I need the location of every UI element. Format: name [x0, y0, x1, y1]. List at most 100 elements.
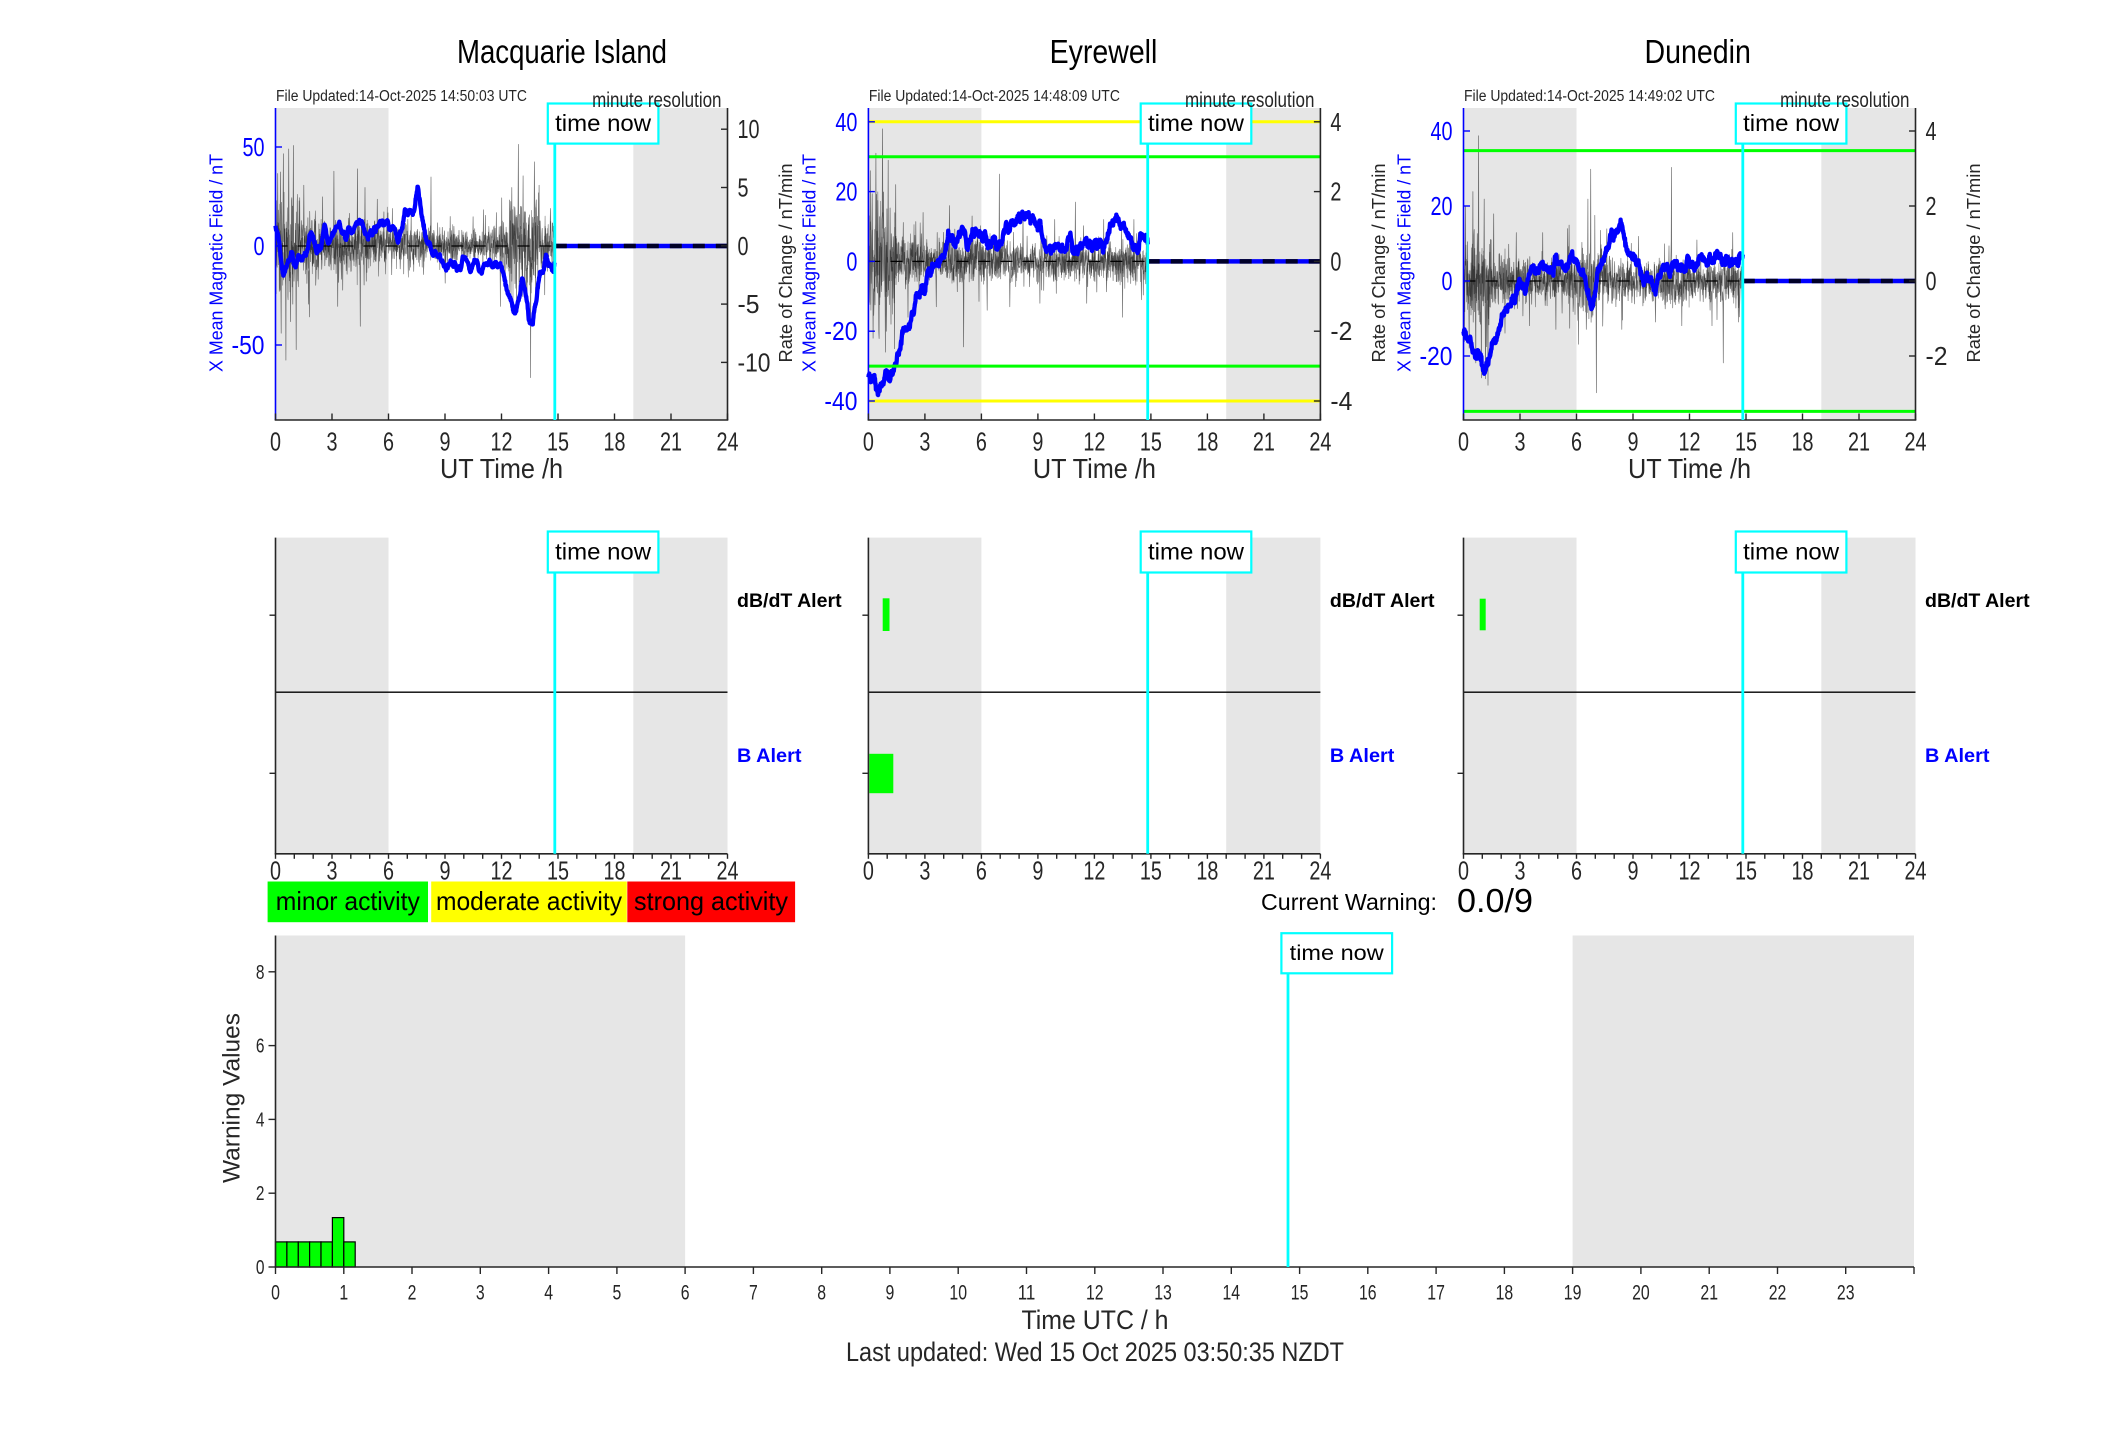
svg-text:21: 21	[1253, 856, 1275, 886]
svg-text:time now: time now	[1148, 539, 1244, 565]
svg-text:21: 21	[660, 427, 682, 457]
svg-text:18: 18	[1196, 856, 1218, 886]
svg-text:0: 0	[846, 246, 857, 276]
svg-text:Last updated: Wed 15 Oct 2025: Last updated: Wed 15 Oct 2025 03:50:35 N…	[846, 1337, 1344, 1367]
svg-text:15: 15	[1291, 1282, 1309, 1305]
svg-text:6: 6	[681, 1282, 690, 1305]
svg-text:2: 2	[1926, 191, 1937, 221]
svg-text:3: 3	[919, 427, 930, 457]
svg-text:-40: -40	[824, 386, 857, 416]
svg-text:11: 11	[1018, 1282, 1036, 1305]
svg-text:20: 20	[835, 177, 857, 207]
svg-text:4: 4	[256, 1109, 265, 1131]
svg-text:3: 3	[1515, 427, 1526, 457]
svg-text:0: 0	[1442, 266, 1453, 296]
svg-text:18: 18	[1196, 427, 1218, 457]
svg-text:B Alert: B Alert	[737, 745, 802, 767]
svg-text:19: 19	[1564, 1282, 1582, 1305]
svg-text:0: 0	[271, 1282, 280, 1305]
svg-text:6: 6	[383, 856, 394, 886]
svg-text:6: 6	[383, 427, 394, 457]
svg-text:time now: time now	[1290, 942, 1385, 965]
svg-text:40: 40	[835, 107, 857, 137]
svg-text:12: 12	[1086, 1282, 1104, 1305]
svg-text:UT Time /h: UT Time /h	[1033, 453, 1156, 484]
svg-text:18: 18	[604, 427, 626, 457]
svg-text:-50: -50	[232, 330, 265, 360]
svg-text:-20: -20	[824, 316, 857, 346]
svg-text:21: 21	[1848, 427, 1870, 457]
svg-text:21: 21	[1848, 856, 1870, 886]
svg-text:6: 6	[976, 856, 987, 886]
svg-text:B Alert: B Alert	[1330, 745, 1395, 767]
svg-text:18: 18	[1496, 1282, 1514, 1305]
svg-text:X Mean Magnetic Field / nT: X Mean Magnetic Field / nT	[207, 154, 227, 372]
svg-text:0: 0	[1330, 246, 1341, 276]
svg-text:22: 22	[1769, 1282, 1787, 1305]
svg-text:14: 14	[1223, 1282, 1241, 1305]
svg-text:Rate of Change / nT/min: Rate of Change / nT/min	[776, 164, 796, 363]
svg-text:12: 12	[1083, 427, 1105, 457]
svg-text:0.0/9: 0.0/9	[1457, 882, 1533, 919]
svg-text:3: 3	[327, 856, 338, 886]
svg-text:dB/dT Alert: dB/dT Alert	[1330, 590, 1435, 612]
svg-text:-5: -5	[738, 289, 760, 319]
svg-text:24: 24	[717, 427, 739, 457]
svg-text:UT Time /h: UT Time /h	[1628, 453, 1751, 484]
svg-text:23: 23	[1837, 1282, 1855, 1305]
svg-text:9: 9	[1628, 427, 1639, 457]
svg-text:-2: -2	[1926, 341, 1948, 371]
svg-text:0: 0	[1926, 266, 1937, 296]
svg-text:6: 6	[976, 427, 987, 457]
svg-text:2: 2	[1330, 177, 1341, 207]
svg-text:Warning Values: Warning Values	[219, 1013, 246, 1183]
svg-text:Current Warning:: Current Warning:	[1261, 889, 1437, 915]
svg-text:15: 15	[1735, 427, 1757, 457]
svg-text:0: 0	[738, 231, 749, 261]
svg-text:X Mean Magnetic Field / nT: X Mean Magnetic Field / nT	[1395, 154, 1415, 372]
svg-text:12: 12	[1679, 427, 1701, 457]
svg-text:2: 2	[408, 1282, 417, 1305]
svg-text:File Updated:14-Oct-2025 14:48: File Updated:14-Oct-2025 14:48:09 UTC	[869, 88, 1120, 105]
svg-text:15: 15	[1140, 427, 1162, 457]
svg-text:time now: time now	[555, 539, 651, 565]
svg-text:Eyrewell: Eyrewell	[1050, 33, 1158, 70]
svg-text:12: 12	[491, 427, 513, 457]
svg-text:time now: time now	[555, 110, 651, 136]
svg-text:0: 0	[256, 1257, 265, 1279]
svg-text:0: 0	[270, 427, 281, 457]
svg-text:UT Time /h: UT Time /h	[440, 453, 563, 484]
svg-text:15: 15	[547, 427, 569, 457]
svg-text:9: 9	[1032, 427, 1043, 457]
svg-text:40: 40	[1431, 116, 1453, 146]
svg-text:minor activity: minor activity	[276, 886, 420, 916]
svg-text:18: 18	[1792, 427, 1814, 457]
svg-text:9: 9	[1628, 856, 1639, 886]
svg-text:12: 12	[491, 856, 513, 886]
svg-text:X Mean Magnetic Field / nT: X Mean Magnetic Field / nT	[799, 154, 819, 372]
svg-text:18: 18	[604, 856, 626, 886]
svg-text:2: 2	[256, 1183, 265, 1205]
svg-text:20: 20	[1632, 1282, 1650, 1305]
svg-text:13: 13	[1154, 1282, 1172, 1305]
svg-text:Time UTC / h: Time UTC / h	[1022, 1305, 1169, 1335]
svg-text:-2: -2	[1330, 316, 1352, 346]
svg-text:7: 7	[749, 1282, 758, 1305]
svg-text:Dunedin: Dunedin	[1645, 33, 1751, 70]
svg-text:18: 18	[1792, 856, 1814, 886]
svg-text:10: 10	[949, 1282, 967, 1305]
svg-text:20: 20	[1431, 191, 1453, 221]
svg-text:minute resolution: minute resolution	[592, 89, 721, 112]
svg-text:4: 4	[1330, 107, 1341, 137]
svg-text:24: 24	[1309, 856, 1331, 886]
svg-text:12: 12	[1083, 856, 1105, 886]
svg-text:16: 16	[1359, 1282, 1377, 1305]
svg-text:dB/dT Alert: dB/dT Alert	[1925, 590, 2030, 612]
svg-text:15: 15	[1735, 856, 1757, 886]
svg-text:3: 3	[1515, 856, 1526, 886]
svg-text:3: 3	[476, 1282, 485, 1305]
svg-text:24: 24	[1309, 427, 1331, 457]
svg-text:50: 50	[243, 132, 265, 162]
svg-text:3: 3	[919, 856, 930, 886]
svg-text:3: 3	[327, 427, 338, 457]
